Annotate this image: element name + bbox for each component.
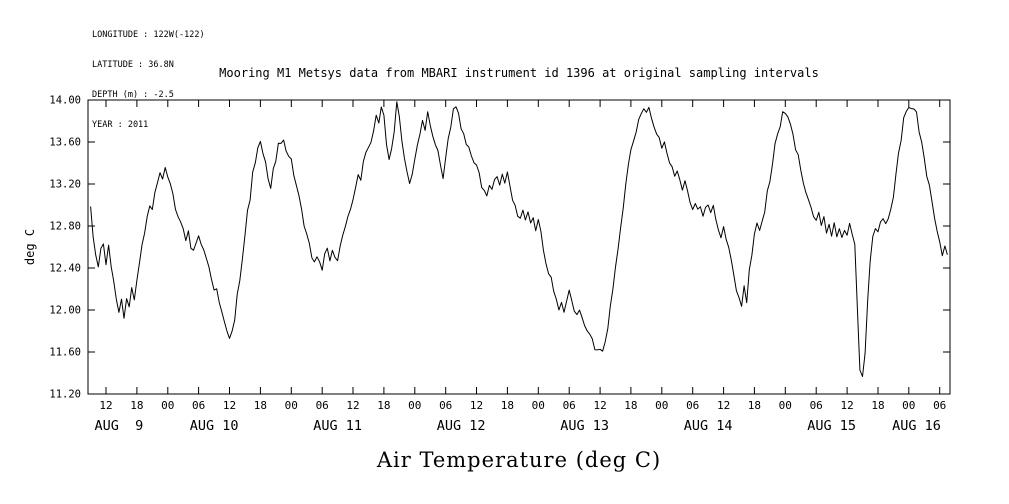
- svg-text:00: 00: [408, 399, 421, 412]
- year-label: YEAR : 2011: [92, 120, 149, 130]
- svg-text:00: 00: [532, 399, 545, 412]
- svg-text:00: 00: [655, 399, 668, 412]
- svg-text:AUG 16: AUG 16: [892, 418, 941, 434]
- svg-text:12.80: 12.80: [49, 221, 81, 233]
- svg-text:AUG 13: AUG 13: [560, 418, 609, 434]
- svg-text:AUG 10: AUG 10: [190, 418, 239, 434]
- svg-text:06: 06: [810, 399, 823, 412]
- chart-title: Mooring M1 Metsys data from MBARI instru…: [219, 66, 819, 80]
- svg-text:18: 18: [377, 399, 390, 412]
- temperature-line: [90, 101, 948, 377]
- longitude-label: LONGITUDE : 122W(-122): [92, 30, 205, 40]
- svg-text:12: 12: [346, 399, 359, 412]
- svg-text:AUG 15: AUG 15: [807, 418, 856, 434]
- svg-text:AUG 9: AUG 9: [95, 418, 144, 434]
- x-axis-ticks: 12 18 00 06 12 18 00 06 12 18 00 06 12 18 00 06 12 18 00 06…: [99, 100, 946, 412]
- svg-text:12.40: 12.40: [49, 263, 81, 275]
- svg-text:18: 18: [748, 399, 761, 412]
- svg-text:13.20: 13.20: [49, 179, 81, 191]
- depth-label: DEPTH (m) : -2.5: [92, 90, 174, 100]
- svg-text:12: 12: [593, 399, 606, 412]
- svg-text:AUG 11: AUG 11: [313, 418, 362, 434]
- svg-text:00: 00: [779, 399, 792, 412]
- svg-text:00: 00: [161, 399, 174, 412]
- svg-text:12: 12: [840, 399, 853, 412]
- svg-text:18: 18: [130, 399, 143, 412]
- svg-text:12: 12: [470, 399, 483, 412]
- svg-text:06: 06: [563, 399, 576, 412]
- metadata-block: LONGITUDE : 122W(-122) LATITUDE : 36.8N …: [92, 10, 205, 150]
- y-axis-ticks: 14.00 13.60 13.20 12.80 12.40 12.00 11.60 11.20: [49, 95, 950, 401]
- svg-text:18: 18: [871, 399, 884, 412]
- day-labels: AUG 9 AUG 10 AUG 11 AUG 12 AUG 13 AUG 14 AUG 1…: [95, 418, 941, 434]
- svg-text:06: 06: [439, 399, 452, 412]
- svg-text:00: 00: [902, 399, 915, 412]
- svg-text:13.60: 13.60: [49, 137, 81, 149]
- svg-text:18: 18: [624, 399, 637, 412]
- svg-text:11.20: 11.20: [49, 389, 81, 401]
- svg-text:12: 12: [717, 399, 730, 412]
- svg-text:11.60: 11.60: [49, 347, 81, 359]
- svg-text:18: 18: [254, 399, 267, 412]
- svg-text:12.00: 12.00: [49, 305, 81, 317]
- svg-text:06: 06: [316, 399, 329, 412]
- svg-text:14.00: 14.00: [49, 95, 81, 107]
- svg-text:00: 00: [285, 399, 298, 412]
- plot-border: [87, 99, 951, 395]
- svg-text:06: 06: [686, 399, 699, 412]
- svg-text:06: 06: [192, 399, 205, 412]
- svg-text:18: 18: [501, 399, 514, 412]
- x-axis-title: Air Temperature (deg C): [376, 448, 662, 472]
- svg-text:AUG 12: AUG 12: [437, 418, 486, 434]
- svg-text:12: 12: [99, 399, 112, 412]
- latitude-label: LATITUDE : 36.8N: [92, 60, 174, 70]
- svg-text:AUG 14: AUG 14: [684, 418, 733, 434]
- svg-text:06: 06: [933, 399, 946, 412]
- svg-text:12: 12: [223, 399, 236, 412]
